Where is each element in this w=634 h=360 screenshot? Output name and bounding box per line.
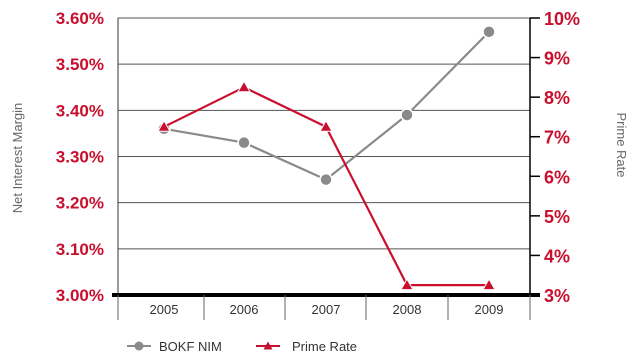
x-axis-ticks: 2005 2006 2007 2008 2009: [117, 295, 531, 320]
x-tick-label: 2006: [230, 302, 259, 317]
left-tick-label: 3.00%: [56, 286, 104, 305]
data-point-bokf-nim: [482, 25, 496, 39]
axes: [112, 18, 540, 297]
right-tick-label: 8%: [544, 88, 570, 108]
x-tick-label: 2005: [150, 302, 179, 317]
right-axis-ticks: 3% 4% 5% 6% 7% 8% 9% 10%: [530, 9, 580, 306]
legend-nim-marker: [134, 341, 144, 351]
series-line-bokf-nim: [163, 31, 490, 181]
legend-prime-label: Prime Rate: [292, 339, 357, 354]
left-tick-label: 3.30%: [56, 148, 104, 167]
data-point-bokf-nim: [237, 135, 251, 150]
legend-prime-marker: [263, 341, 273, 350]
data-point-bokf-nim: [319, 172, 333, 187]
legend-item-bokf-nim: BOKF NIM: [127, 339, 222, 354]
left-tick-label: 3.40%: [56, 101, 104, 120]
right-tick-label: 3%: [544, 286, 570, 306]
x-tick-label: 2009: [475, 302, 504, 317]
left-tick-label: 3.20%: [56, 194, 104, 213]
data-point-bokf-nim: [400, 108, 414, 122]
legend: BOKF NIM Prime Rate: [127, 339, 357, 354]
right-tick-label: 10%: [544, 9, 580, 29]
legend-item-prime-rate: Prime Rate: [256, 339, 357, 354]
left-tick-label: 3.60%: [56, 9, 104, 28]
right-tick-label: 6%: [544, 167, 570, 187]
right-tick-label: 7%: [544, 128, 570, 148]
left-tick-label: 3.50%: [56, 55, 104, 74]
left-axis-ticks: 3.00% 3.10% 3.20% 3.30% 3.40% 3.50% 3.60%: [56, 9, 104, 305]
data-point-prime-rate: [482, 278, 496, 291]
left-tick-label: 3.10%: [56, 240, 104, 259]
right-axis-title: Prime Rate: [614, 112, 629, 177]
right-tick-label: 9%: [544, 49, 570, 69]
data-point-prime-rate: [157, 119, 171, 132]
x-tick-label: 2007: [312, 302, 341, 317]
x-tick-label: 2008: [393, 302, 422, 317]
series: [157, 25, 496, 291]
right-tick-label: 5%: [544, 207, 570, 227]
data-point-prime-rate: [319, 119, 333, 132]
left-axis-title: Net Interest Margin: [10, 103, 25, 214]
gridlines: [118, 17, 530, 250]
data-point-prime-rate: [400, 278, 414, 291]
right-tick-label: 4%: [544, 246, 570, 266]
legend-nim-label: BOKF NIM: [159, 339, 222, 354]
data-point-prime-rate: [237, 80, 251, 93]
